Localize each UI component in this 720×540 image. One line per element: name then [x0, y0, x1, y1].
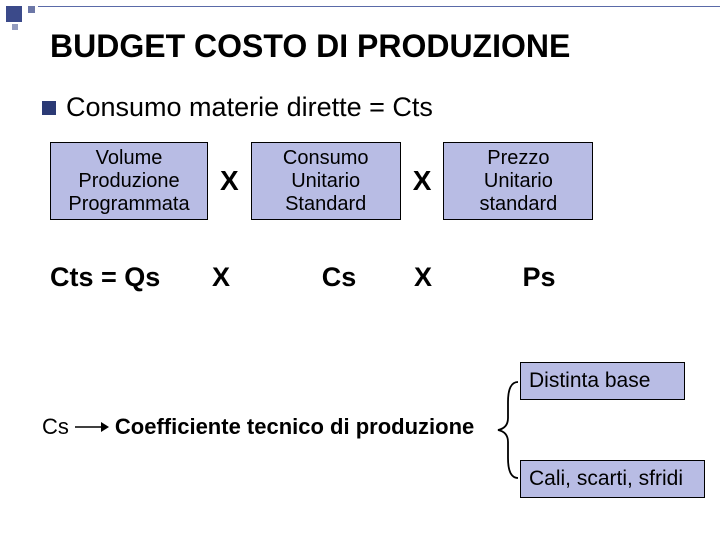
bullet-row: Consumo materie dirette = Cts	[42, 92, 433, 123]
side-box-distinta-label: Distinta base	[529, 369, 650, 393]
footer-cs-label: Cs	[42, 414, 69, 440]
side-box-distinta: Distinta base	[520, 362, 685, 400]
box-prezzo-line2: Unitario	[452, 170, 584, 193]
box-volume-line2: Produzione	[59, 170, 199, 193]
box-consumo-line2: Unitario	[260, 170, 392, 193]
box-prezzo-line3: standard	[452, 193, 584, 216]
equation-lhs: Cts = Qs	[50, 262, 212, 293]
equation-op2: X	[414, 262, 464, 293]
formula-op2: X	[407, 165, 438, 197]
formula-box-volume: Volume Produzione Programmata	[50, 142, 208, 220]
box-prezzo-line1: Prezzo	[452, 147, 584, 170]
equation-row: Cts = Qs X Cs X Ps	[50, 262, 690, 293]
equation-var-ps: Ps	[464, 262, 614, 293]
equation-op1: X	[212, 262, 264, 293]
formula-row: Volume Produzione Programmata X Consumo …	[50, 142, 680, 220]
formula-box-consumo: Consumo Unitario Standard	[251, 142, 401, 220]
footer-row: Cs Coefficiente tecnico di produzione	[42, 414, 474, 440]
bullet-text: Consumo materie dirette = Cts	[66, 92, 433, 123]
side-box-cali: Cali, scarti, sfridi	[520, 460, 705, 498]
side-box-cali-label: Cali, scarti, sfridi	[529, 467, 683, 491]
box-volume-line3: Programmata	[59, 193, 199, 216]
footer-coef-label: Coefficiente tecnico di produzione	[115, 414, 474, 440]
formula-box-prezzo: Prezzo Unitario standard	[443, 142, 593, 220]
box-consumo-line3: Standard	[260, 193, 392, 216]
arrow-right-icon	[75, 420, 109, 434]
equation-var-cs: Cs	[264, 262, 414, 293]
bullet-icon	[42, 101, 56, 115]
box-consumo-line1: Consumo	[260, 147, 392, 170]
slide-title: BUDGET COSTO DI PRODUZIONE	[50, 28, 570, 65]
box-volume-line1: Volume	[59, 147, 199, 170]
brace-connector-icon	[494, 380, 524, 480]
formula-op1: X	[214, 165, 245, 197]
